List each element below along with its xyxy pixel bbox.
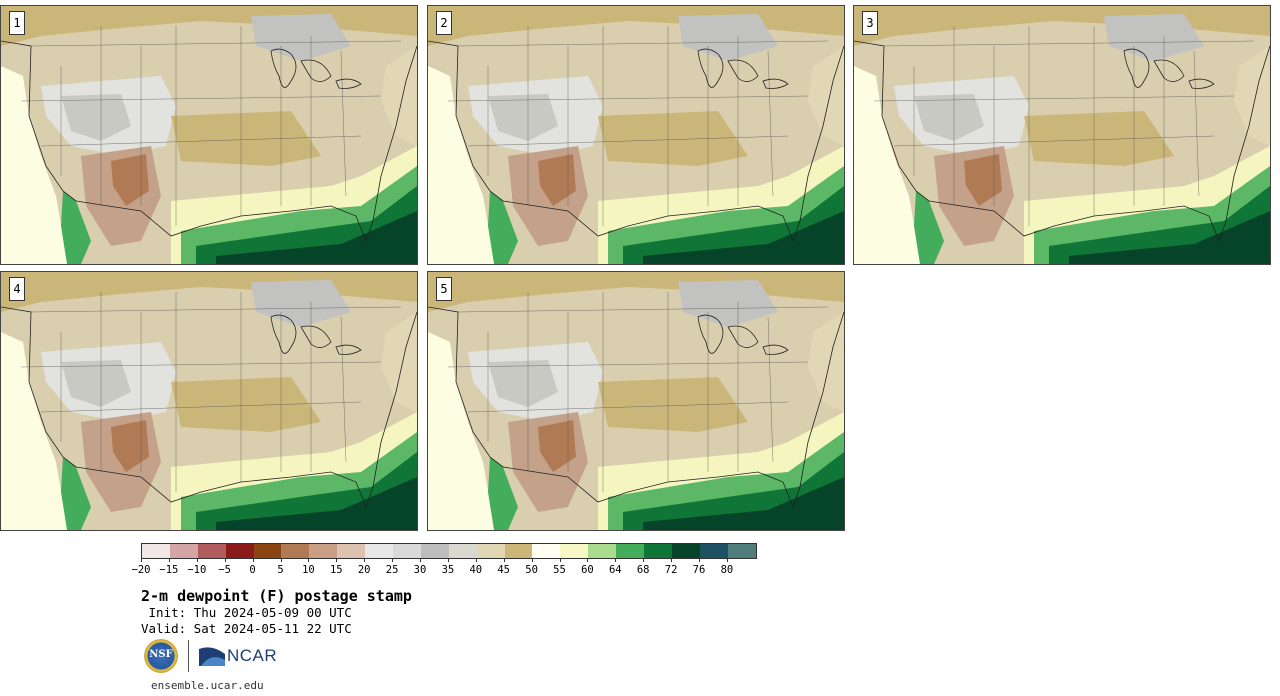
ncar-swoosh-icon [199, 647, 225, 666]
site-url[interactable]: ensemble.ucar.edu [151, 679, 264, 692]
colorbar-tick-label: −20 [131, 564, 151, 576]
colorbar-swatch [393, 544, 421, 558]
colorbar-swatch [727, 544, 756, 558]
stamp-panel-2[interactable]: 2 [427, 5, 845, 265]
colorbar-swatch [671, 544, 700, 558]
colorbar-tick-mark [475, 558, 477, 562]
colorbar-tick-mark [336, 558, 338, 562]
colorbar-tick-mark [699, 558, 700, 562]
colorbar-tick-label: 45 [497, 564, 511, 576]
colorbar-swatch [337, 544, 366, 558]
colorbar-tick-label: −5 [218, 564, 232, 576]
colorbar-tick-mark [615, 558, 617, 562]
colorbar-tick-label: 60 [581, 564, 594, 576]
init-time: Init: Thu 2024-05-09 00 UTC [141, 605, 352, 620]
colorbar-swatch [560, 544, 589, 558]
colorbar-swatch [476, 544, 505, 558]
ncar-logo[interactable]: NCAR [199, 646, 277, 666]
colorbar-tick-mark [196, 558, 198, 562]
colorbar-tick-label: 0 [249, 564, 256, 576]
colorbar-swatch [644, 544, 672, 558]
colorbar-tick-label: 20 [357, 564, 371, 576]
colorbar-tick-mark [447, 558, 449, 562]
colorbar-swatch [365, 544, 394, 558]
nsf-logo-icon[interactable]: NSF [144, 639, 178, 673]
colorbar-swatch [448, 544, 477, 558]
colorbar-swatch [197, 544, 226, 558]
colorbar-tick-label: 68 [636, 564, 650, 576]
stamp-number-4: 4 [9, 277, 25, 301]
colorbar-tick-label: 35 [441, 564, 455, 576]
colorbar-tick-label: −15 [159, 564, 179, 576]
colorbar-tick-label: 80 [720, 564, 734, 576]
colorbar-ticks: −20 −15 −10 −5 0 5 10 15 20 25 30 35 40 45 50 55 60 64 68 7… [132, 558, 757, 578]
colorbar-tick-mark [726, 558, 728, 562]
colorbar-tick-label: 5 [277, 564, 284, 576]
colorbar-tick-mark [364, 558, 366, 562]
colorbar-swatch [588, 544, 617, 558]
colorbar [141, 543, 757, 559]
stamp-panel-3[interactable]: 3 [853, 5, 1271, 265]
colorbar-tick-mark [643, 558, 645, 562]
stamp-map-2 [428, 6, 844, 264]
stamp-map-1 [1, 6, 417, 264]
stamp-map-4 [1, 272, 417, 530]
colorbar-tick-mark [559, 558, 561, 562]
colorbar-tick-label: 15 [329, 564, 343, 576]
stamp-map-3 [854, 6, 1270, 264]
colorbar-tick-label: 30 [413, 564, 427, 576]
logo-area: NSF NCAR [144, 638, 277, 674]
colorbar-tick-mark [280, 558, 282, 562]
colorbar-tick-label: 10 [302, 564, 315, 576]
colorbar-tick-label: 25 [385, 564, 399, 576]
valid-time: Valid: Sat 2024-05-11 22 UTC [141, 621, 352, 636]
colorbar-tick-mark [392, 558, 394, 562]
colorbar-swatch [169, 544, 198, 558]
colorbar-tick-label: 64 [608, 564, 622, 576]
colorbar-tick-mark [252, 558, 254, 562]
ncar-logo-text: NCAR [227, 646, 278, 665]
stamp-number-5: 5 [436, 277, 452, 301]
stamp-number-3: 3 [862, 11, 878, 35]
colorbar-swatch [142, 544, 170, 558]
stamp-panel-4[interactable]: 4 [0, 271, 418, 531]
colorbar-tick-label: −10 [187, 564, 207, 576]
colorbar-swatch [309, 544, 338, 558]
colorbar-tick-mark [420, 558, 421, 562]
colorbar-tick-mark [503, 558, 505, 562]
stamp-panel-5[interactable]: 5 [427, 271, 845, 531]
colorbar-tick-mark [671, 558, 673, 562]
colorbar-tick-mark [168, 558, 170, 562]
colorbar-tick-label: 55 [553, 564, 566, 576]
colorbar-tick-label: 40 [469, 564, 483, 576]
page-title: 2-m dewpoint (F) postage stamp [141, 587, 412, 605]
colorbar-tick-mark [587, 558, 589, 562]
logo-divider [188, 640, 189, 672]
colorbar-swatch [532, 544, 561, 558]
colorbar-swatch [699, 544, 728, 558]
colorbar-tick-mark [531, 558, 533, 562]
stamp-number-2: 2 [436, 11, 452, 35]
colorbar-tick-mark [308, 558, 310, 562]
colorbar-tick-label: 50 [525, 564, 538, 576]
colorbar-swatch [225, 544, 254, 558]
colorbar-swatch [420, 544, 449, 558]
colorbar-tick-mark [224, 558, 226, 562]
colorbar-swatch [504, 544, 533, 558]
stamp-number-1: 1 [9, 11, 25, 35]
colorbar-swatch [253, 544, 282, 558]
colorbar-swatch [281, 544, 310, 558]
colorbar-swatch [616, 544, 645, 558]
colorbar-tick-label: 76 [692, 564, 706, 576]
stamp-panel-1[interactable]: 1 [0, 5, 418, 265]
colorbar-tick-mark [141, 558, 142, 562]
colorbar-tick-label: 72 [664, 564, 678, 576]
stamp-map-5 [428, 272, 844, 530]
